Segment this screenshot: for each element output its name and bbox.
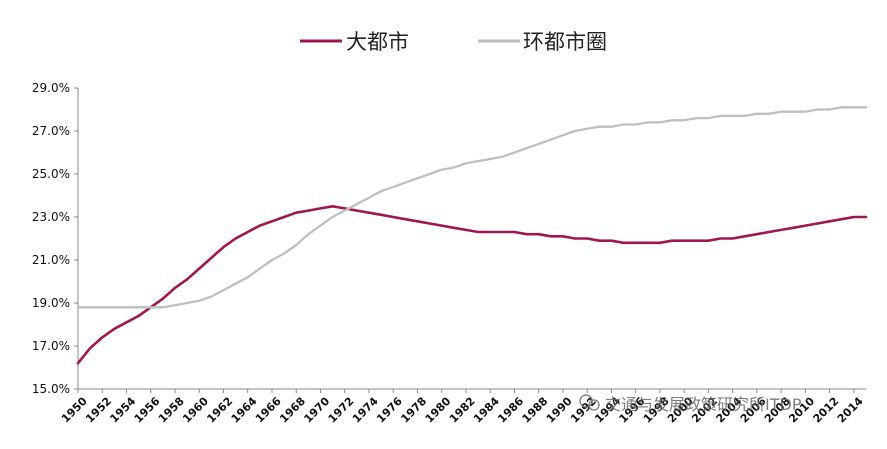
x-tick-label: 1968 (277, 395, 308, 426)
x-tick-label: 1956 (132, 394, 163, 425)
x-tick-label: 1980 (423, 394, 454, 425)
y-tick-label: 19.0% (32, 296, 70, 310)
legend-label: 大都市 (346, 30, 409, 54)
x-tick-label: 1952 (83, 395, 114, 426)
x-tick-label: 1964 (229, 394, 260, 425)
x-tick-label: 1954 (107, 394, 138, 425)
y-tick-label: 17.0% (32, 339, 70, 353)
axes: 15.0% 17.0% 19.0% 21.0% 23.0% 25.0% 27.0% 29.0%… (32, 81, 866, 425)
x-tick-label: 1978 (398, 395, 429, 426)
legend-label: 环都市圈 (523, 30, 607, 54)
y-tick-label: 25.0% (32, 167, 70, 181)
y-tick-label: 29.0% (32, 81, 70, 95)
series-line-metro-ring (76, 106, 868, 309)
x-tick-label: 1970 (301, 394, 332, 425)
x-tick-label: 1988 (520, 395, 551, 426)
y-tick-label: 23.0% (32, 210, 70, 224)
x-tick-label: 1958 (156, 395, 187, 426)
x-tick-label: 1976 (374, 394, 405, 425)
wechat-icon-small (588, 399, 600, 411)
legend: 大都市 环都市圈 (300, 30, 607, 54)
x-tick-label: 1982 (447, 395, 478, 426)
x-tick-label: 1966 (253, 394, 284, 425)
x-tick-label: 1986 (495, 394, 526, 425)
x-tick-label: 2014 (835, 394, 866, 425)
series-group (76, 106, 868, 365)
x-tick-label: 1950 (59, 394, 90, 425)
x-tick-label: 1990 (544, 394, 575, 425)
x-tick-label: 1984 (471, 394, 502, 425)
y-tick-label: 27.0% (32, 124, 70, 138)
y-tick-label: 21.0% (32, 253, 70, 267)
y-tick-label: 15.0% (32, 382, 70, 396)
x-tick-label: 1962 (204, 395, 235, 426)
x-tick-label: 1972 (326, 395, 357, 426)
x-tick-label: 1960 (180, 394, 211, 425)
series-line-metropolis (76, 205, 868, 365)
x-tick-label: 1974 (350, 394, 381, 425)
watermark-text: 交通与发展政策研究所ITDP (605, 395, 802, 414)
x-tick-label: 2012 (811, 395, 842, 426)
watermark: 交通与发展政策研究所ITDP (579, 394, 802, 414)
